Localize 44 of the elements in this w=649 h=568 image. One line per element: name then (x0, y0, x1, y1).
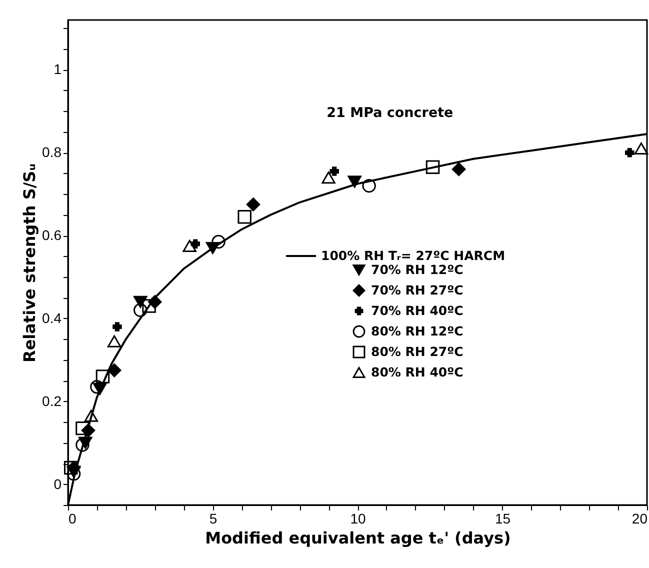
point (426, 160, 440, 174)
legend-label: 70% RH 40ºC (371, 303, 464, 318)
point (182, 240, 196, 252)
x-tick-label: 0 (68, 510, 76, 526)
y-tick-label: 0 (54, 476, 62, 492)
point (322, 171, 336, 184)
point (84, 410, 98, 422)
x-tick-label: 20 (632, 510, 648, 526)
y-tick-label: 0.8 (42, 144, 62, 160)
legend-label: 80% RH 12ºC (371, 324, 464, 338)
point (96, 370, 110, 384)
y-axis-title: Relative strength S/Sᵤ (20, 164, 40, 362)
point (452, 162, 466, 176)
point (76, 438, 90, 452)
point (362, 178, 376, 193)
x-tick-label: 5 (209, 510, 218, 526)
legend-label: 100% RH Tᵣ= 27ºC HARCM (321, 248, 506, 263)
point (112, 322, 122, 332)
x-tick-label: 10 (350, 510, 366, 526)
annotation: 21 MPa concrete (326, 105, 454, 122)
point (330, 166, 339, 176)
point (238, 210, 252, 224)
point (634, 142, 648, 155)
point (90, 380, 104, 394)
x-axis-title: Modified equivalent age tₑ' (days) (205, 528, 511, 548)
point (625, 148, 634, 158)
y-tick-label: 0.4 (42, 310, 62, 326)
x-tick-label: 15 (494, 510, 511, 526)
y-tick-label: 0.6 (42, 227, 62, 244)
point (246, 198, 260, 212)
point (212, 234, 226, 249)
legend-label: 70% RH 27ºC (371, 282, 464, 298)
y-tick-label: 0.2 (42, 392, 62, 409)
point (142, 299, 156, 313)
point (348, 176, 362, 188)
y-tick-label: 1 (54, 61, 62, 78)
point (107, 335, 122, 348)
legend-label: 80% RH 40ºC (371, 364, 464, 380)
legend-label: 70% RH 12ºC (371, 262, 464, 277)
point (107, 363, 122, 378)
point (134, 303, 148, 318)
point (64, 460, 78, 475)
point (76, 421, 90, 436)
legend-label: 80% RH 27ºC (371, 344, 464, 359)
